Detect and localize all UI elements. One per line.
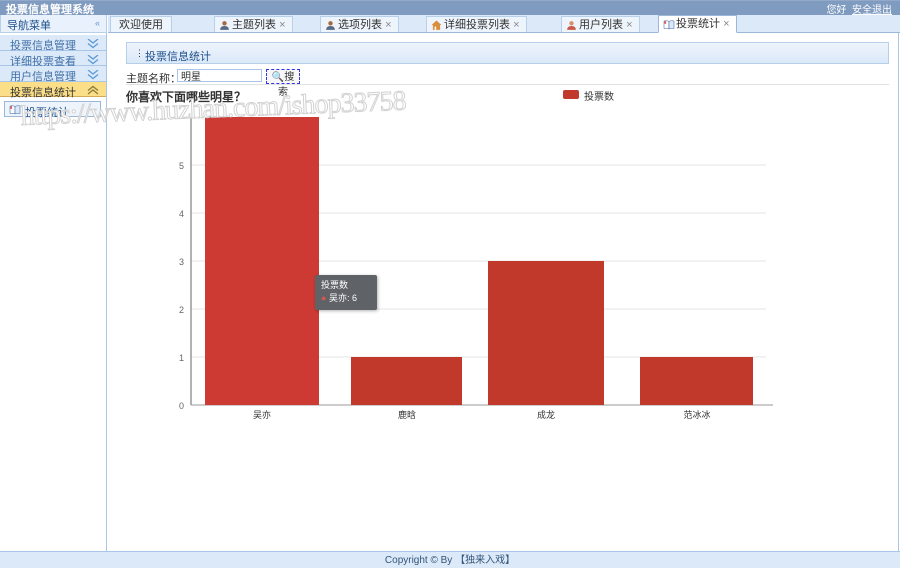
svg-text:4: 4 (179, 209, 184, 219)
svg-text:成龙: 成龙 (537, 409, 555, 420)
svg-text:鹿晗: 鹿晗 (398, 409, 416, 420)
svg-text:2: 2 (179, 305, 184, 315)
svg-text:1: 1 (179, 353, 184, 363)
svg-text:0: 0 (179, 401, 184, 411)
svg-text:范冰冰: 范冰冰 (683, 409, 710, 420)
svg-text:3: 3 (179, 257, 184, 267)
svg-text:5: 5 (179, 161, 184, 171)
svg-text:吴亦: 吴亦 (253, 409, 271, 420)
